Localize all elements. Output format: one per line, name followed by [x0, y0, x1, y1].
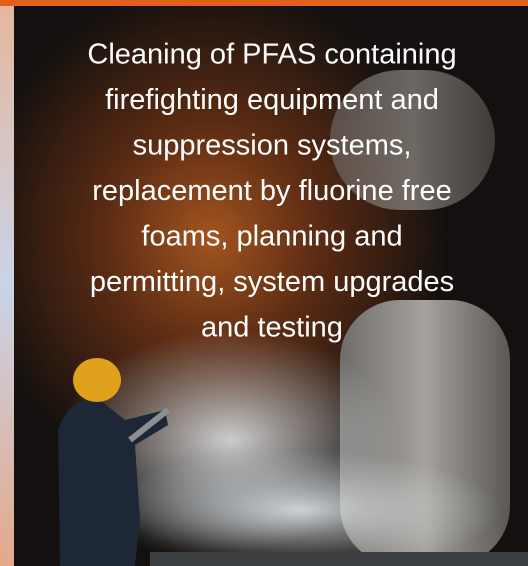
- text-line: and testing: [201, 312, 343, 344]
- text-line: firefighting equipment and: [105, 84, 439, 116]
- text-line: foams, planning and: [141, 221, 402, 253]
- card: Cleaning of PFAS containing firefighting …: [0, 0, 528, 566]
- spray: [100, 450, 500, 566]
- card-text: Cleaning of PFAS containing firefighting …: [87, 39, 456, 344]
- text-line: suppression systems,: [133, 130, 412, 162]
- left-edge: [0, 0, 14, 566]
- top-bar: [0, 0, 528, 6]
- ground: [150, 552, 528, 566]
- text-line: replacement by fluorine free: [92, 175, 451, 207]
- text-line: permitting, system upgrades: [90, 266, 454, 298]
- helmet: [73, 358, 121, 402]
- text-line: Cleaning of PFAS containing: [87, 39, 456, 71]
